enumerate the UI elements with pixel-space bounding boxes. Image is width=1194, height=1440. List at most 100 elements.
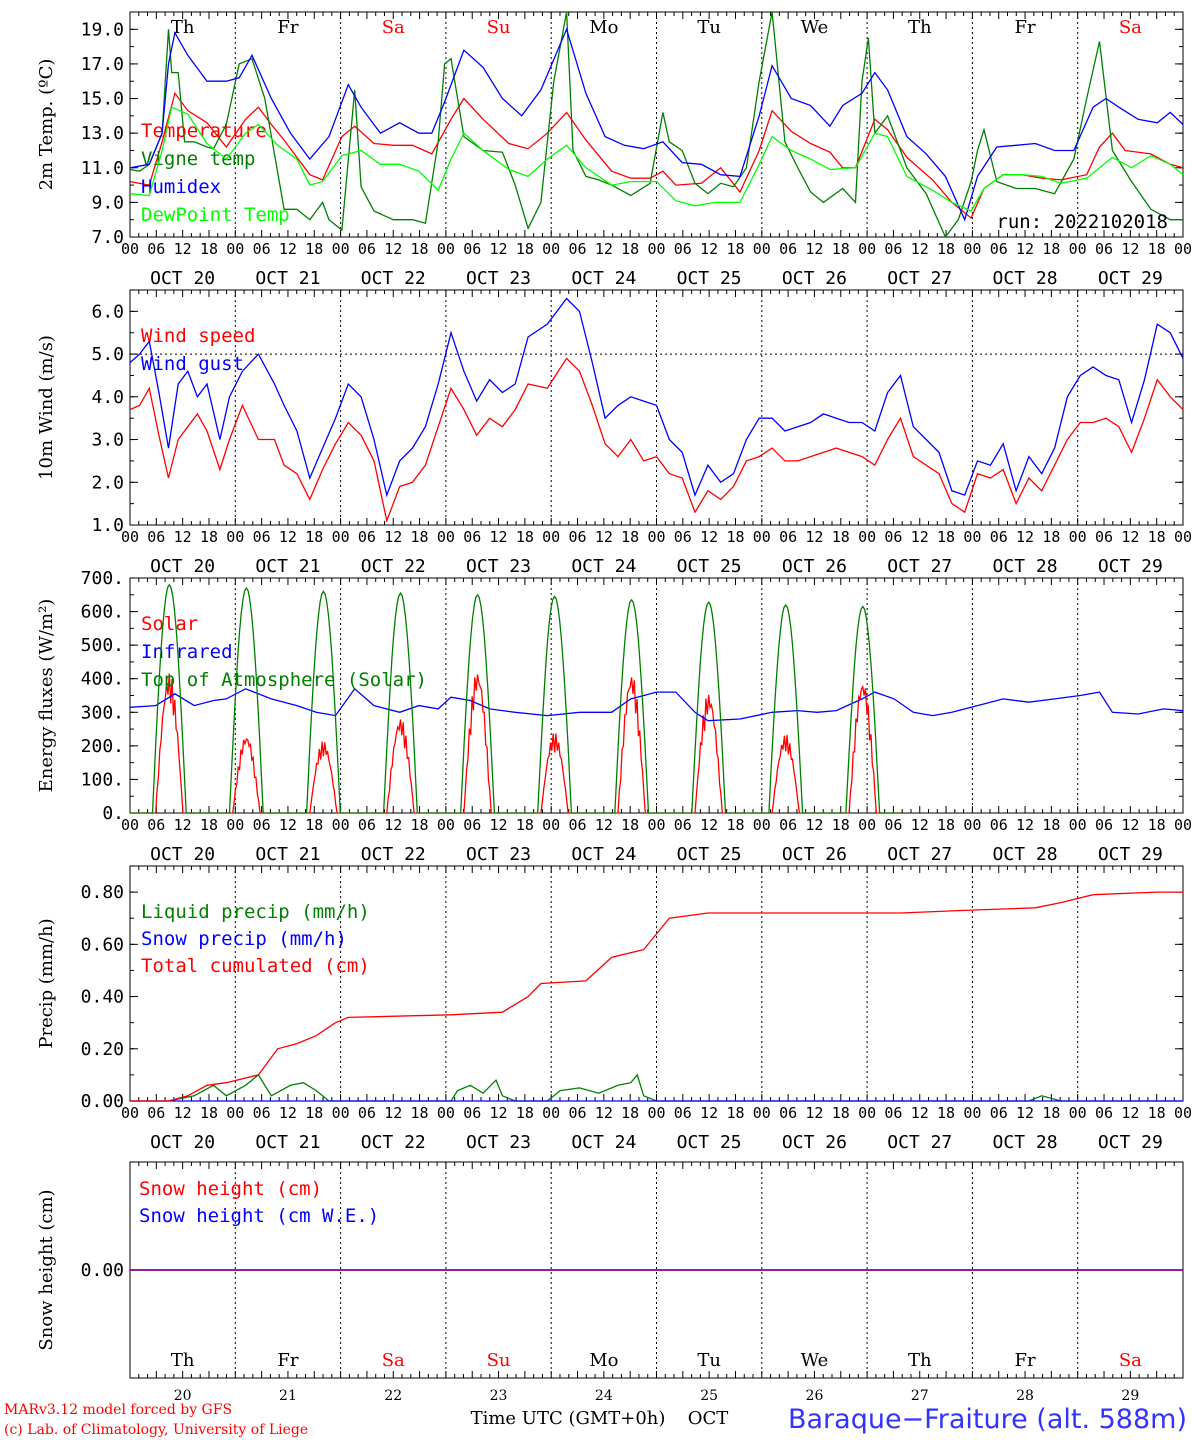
y-tick-label: 5.0 [91,344,124,365]
panel-4: 0.00 0.20 0.40 0.60 0.80 Precip (mm/h) 00 06 12 1… [36,865,1192,1153]
hour-tick-label: 12 [279,816,297,834]
hour-tick-label: 18 [516,816,534,834]
legend-entry: Snow precip (mm/h) [141,928,347,950]
y-tick-label: 2.0 [91,472,124,493]
hour-tick-label: 18 [516,1104,534,1122]
hour-tick-label: 18 [305,528,323,546]
series-line-wind-gust [129,297,1184,498]
hour-tick-label: 06 [990,528,1008,546]
hour-tick-label: 18 [1148,1104,1166,1122]
hour-tick-label: 00 [1069,240,1087,258]
hour-tick-label: 06 [147,528,165,546]
hour-tick-label: 18 [1042,528,1060,546]
date-label: OCT 20 [150,844,215,865]
series-line-humidex [129,27,1184,222]
panel-2: 1.0 2.0 3.0 4.0 5.0 6.0 10m Wind (m/s) 00 06 12 18… [36,289,1192,577]
date-label: OCT 25 [677,556,742,577]
hour-tick-label: 12 [174,528,192,546]
hour-tick-label: 00 [1069,1104,1087,1122]
day-name-bottom: We [801,1350,829,1371]
day-name-bottom: Sa [1119,1350,1142,1371]
location-title: Baraque−Fraiture (alt. 588m) [788,1404,1187,1435]
series-line-solar [130,673,901,814]
y-axis-label: Energy fluxes (W/m²) [36,599,57,793]
date-label: OCT 27 [887,556,952,577]
hour-tick-label: 00 [542,240,560,258]
day-name-bottom: Fr [277,1350,298,1371]
hour-tick-label: 18 [726,528,744,546]
date-label: OCT 21 [255,844,320,865]
legend-entry: Liquid precip (mm/h) [141,901,370,923]
hour-tick-label: 18 [516,528,534,546]
y-tick-label: 600. [81,602,124,623]
day-number: 24 [595,1388,613,1404]
date-label: OCT 22 [361,556,426,577]
date-label: OCT 29 [1098,556,1163,577]
credit-line-2: (c) Lab. of Climatology, University of L… [4,1422,308,1438]
hour-tick-label: 18 [200,816,218,834]
hour-tick-label: 00 [753,240,771,258]
day-name-top: We [801,17,829,38]
y-axis-label: 10m Wind (m/s) [36,335,57,480]
y-tick-label: 300. [81,702,124,723]
date-label: OCT 20 [150,1132,215,1153]
date-label: OCT 23 [466,844,531,865]
hour-tick-label: 00 [332,528,350,546]
hour-tick-label: 18 [621,528,639,546]
hour-tick-label: 18 [411,1104,429,1122]
date-label: OCT 28 [993,844,1058,865]
hour-tick-label: 12 [700,1104,718,1122]
date-label: OCT 26 [782,1132,847,1153]
legend-entry: Total cumulated (cm) [141,955,370,977]
hour-tick-label: 00 [332,1104,350,1122]
legend-entry: Vigne temp [141,148,255,170]
hour-tick-label: 12 [595,816,613,834]
hour-tick-label: 12 [805,816,823,834]
hour-tick-label: 12 [1016,240,1034,258]
date-label: OCT 27 [887,844,952,865]
legend-entry: Snow height (cm W.E.) [139,1205,379,1227]
hour-tick-label: 12 [1016,528,1034,546]
day-name-top: Sa [1119,17,1142,38]
date-label: OCT 26 [782,268,847,289]
hour-tick-label: 06 [1095,240,1113,258]
hour-tick-label: 00 [963,528,981,546]
hour-tick-label: 18 [937,816,955,834]
hour-tick-label: 12 [595,1104,613,1122]
hour-tick-label: 18 [937,528,955,546]
hour-tick-label: 00 [858,1104,876,1122]
hour-tick-label: 12 [279,240,297,258]
hour-tick-label: 00 [647,528,665,546]
y-tick-label: 4.0 [91,387,124,408]
hour-tick-label: 06 [253,240,271,258]
hour-tick-label: 06 [358,1104,376,1122]
y-tick-label: 7.0 [91,227,124,248]
hour-tick-label: 00 [1174,1104,1192,1122]
date-label: OCT 29 [1098,1132,1163,1153]
hour-tick-label: 12 [384,240,402,258]
date-label: OCT 28 [993,268,1058,289]
hour-tick-label: 00 [1174,816,1192,834]
y-tick-label: 19.0 [81,19,124,40]
y-tick-label: 3.0 [91,430,124,451]
y-tick-label: 9.0 [91,192,124,213]
hour-tick-label: 06 [884,1104,902,1122]
y-tick-label: 6.0 [91,301,124,322]
y-tick-label: 0.40 [81,987,124,1008]
hour-tick-label: 12 [384,816,402,834]
day-number: 29 [1121,1388,1139,1404]
hour-tick-label: 12 [1121,528,1139,546]
panel-1: 7.0 9.0 11.0 13.0 15.0 17.0 19.0 2m Temp. (ºC) 0… [36,11,1192,289]
date-label: OCT 24 [571,268,636,289]
hour-tick-label: 00 [858,816,876,834]
hour-tick-label: 12 [279,1104,297,1122]
hour-tick-label: 06 [884,528,902,546]
hour-tick-label: 00 [647,816,665,834]
hour-tick-label: 06 [463,528,481,546]
date-label: OCT 25 [677,1132,742,1153]
hour-tick-label: 06 [253,528,271,546]
date-label: OCT 20 [150,268,215,289]
hour-tick-label: 00 [332,816,350,834]
hour-tick-label: 18 [1148,240,1166,258]
panel-3: 0. 100. 200. 300. 400. 500. 600. 700. Energy flu… [36,568,1192,865]
